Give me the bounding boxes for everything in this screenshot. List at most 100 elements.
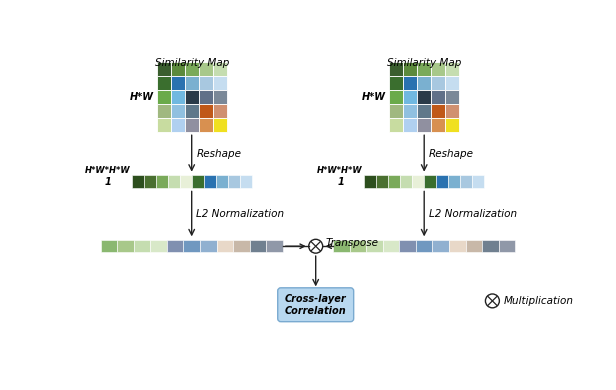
Bar <box>388 176 400 188</box>
Bar <box>216 176 228 188</box>
Bar <box>185 62 199 76</box>
Text: 1: 1 <box>337 177 344 186</box>
Bar <box>192 176 204 188</box>
Bar <box>403 118 417 131</box>
Bar <box>449 240 466 252</box>
Bar <box>157 62 171 76</box>
Bar <box>399 240 416 252</box>
Bar <box>412 176 424 188</box>
Bar <box>266 240 283 252</box>
Bar <box>217 240 233 252</box>
Text: Multiplication: Multiplication <box>503 296 573 306</box>
Bar <box>117 240 134 252</box>
Bar <box>213 104 227 118</box>
Bar <box>431 62 445 76</box>
Text: Transpose: Transpose <box>326 238 379 248</box>
Bar <box>389 118 403 131</box>
Bar <box>180 176 192 188</box>
Bar <box>134 240 150 252</box>
Bar <box>403 62 417 76</box>
Bar <box>100 240 117 252</box>
Bar <box>376 176 388 188</box>
Bar <box>213 118 227 131</box>
Bar <box>431 118 445 131</box>
Bar <box>436 176 448 188</box>
Bar <box>213 90 227 104</box>
Bar <box>199 76 213 90</box>
Bar <box>171 118 185 131</box>
Bar <box>184 240 200 252</box>
Text: Cross-layer
Correlation: Cross-layer Correlation <box>285 294 347 316</box>
Bar <box>240 176 252 188</box>
Bar <box>389 104 403 118</box>
Bar <box>432 240 449 252</box>
Text: H*W*H*W: H*W*H*W <box>317 166 363 175</box>
Bar <box>144 176 156 188</box>
Bar <box>389 90 403 104</box>
Bar <box>403 76 417 90</box>
Text: 1: 1 <box>105 177 111 186</box>
Bar <box>228 176 240 188</box>
Bar <box>171 90 185 104</box>
Bar <box>200 240 217 252</box>
Text: H*W*H*W: H*W*H*W <box>84 166 130 175</box>
Bar <box>445 76 459 90</box>
Bar <box>350 240 367 252</box>
Bar <box>403 104 417 118</box>
Bar <box>445 104 459 118</box>
Bar <box>424 176 436 188</box>
Bar <box>389 76 403 90</box>
Bar <box>448 176 460 188</box>
Bar <box>171 104 185 118</box>
Bar <box>185 90 199 104</box>
Bar <box>431 76 445 90</box>
Bar <box>199 90 213 104</box>
Bar <box>445 118 459 131</box>
Text: H*W: H*W <box>362 92 386 102</box>
Bar <box>185 104 199 118</box>
Bar <box>417 76 431 90</box>
Bar <box>466 240 482 252</box>
Bar <box>499 240 515 252</box>
Bar <box>367 240 383 252</box>
Bar <box>171 76 185 90</box>
Text: L2 Normalization: L2 Normalization <box>429 209 517 219</box>
Bar <box>460 176 472 188</box>
Bar <box>431 104 445 118</box>
Bar <box>168 176 180 188</box>
Text: Reshape: Reshape <box>429 149 474 159</box>
Bar <box>185 76 199 90</box>
Bar <box>383 240 399 252</box>
Bar <box>157 104 171 118</box>
Text: H*W: H*W <box>130 92 154 102</box>
Bar <box>213 76 227 90</box>
Bar <box>364 176 376 188</box>
Bar <box>389 62 403 76</box>
Bar <box>416 240 432 252</box>
Text: Reshape: Reshape <box>197 149 241 159</box>
Bar <box>150 240 167 252</box>
Text: Similarity Map: Similarity Map <box>387 58 461 67</box>
Bar <box>482 240 499 252</box>
Bar <box>472 176 484 188</box>
Bar <box>417 104 431 118</box>
Bar <box>167 240 184 252</box>
Bar <box>199 62 213 76</box>
Bar <box>417 118 431 131</box>
Bar <box>157 76 171 90</box>
Text: Similarity Map: Similarity Map <box>155 58 229 67</box>
Bar <box>156 176 168 188</box>
Bar <box>417 62 431 76</box>
Bar <box>333 240 350 252</box>
Bar <box>199 118 213 131</box>
Bar <box>132 176 144 188</box>
Text: L2 Normalization: L2 Normalization <box>197 209 285 219</box>
Bar <box>445 90 459 104</box>
Bar <box>199 104 213 118</box>
Bar <box>157 118 171 131</box>
Bar <box>445 62 459 76</box>
Bar <box>185 118 199 131</box>
Bar <box>233 240 249 252</box>
Bar <box>417 90 431 104</box>
Bar <box>403 90 417 104</box>
